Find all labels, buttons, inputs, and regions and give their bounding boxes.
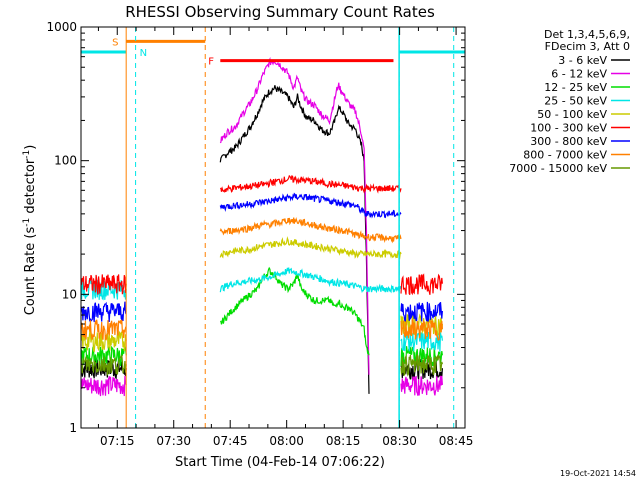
night-label: N xyxy=(140,48,147,59)
series-line-main xyxy=(219,236,402,260)
y-tick-label: 100 xyxy=(54,154,77,168)
x-axis-label: Start Time (04-Feb-14 07:06:22) xyxy=(175,455,385,470)
plot-area xyxy=(81,27,465,428)
legend-label: 7000 - 15000 keV xyxy=(509,162,607,175)
series-line-main xyxy=(219,192,402,219)
y-tick-label: 1000 xyxy=(46,20,77,34)
x-tick-label: 08:00 xyxy=(269,434,304,448)
series-line-main xyxy=(219,85,370,394)
series-line-main xyxy=(219,266,370,356)
series-line-post xyxy=(400,375,443,396)
saa-label: S xyxy=(112,37,118,48)
legend: Det 1,3,4,5,6,9, FDecim 3, Att 0 3 - 6 k… xyxy=(509,28,630,175)
flare-label: F xyxy=(208,57,214,68)
series-line-main xyxy=(219,267,402,294)
series-line-pre xyxy=(81,301,127,323)
legend-header-line-1: Det 1,3,4,5,6,9, xyxy=(544,28,630,41)
series-line-main xyxy=(219,217,402,244)
chart-title: RHESSI Observing Summary Count Rates xyxy=(125,3,435,21)
series-line-pre xyxy=(81,319,127,341)
annotations xyxy=(81,27,465,428)
plot-frame xyxy=(80,26,466,429)
series-line-post xyxy=(400,319,443,341)
legend-header-line-2: FDecim 3, Att 0 xyxy=(545,40,630,53)
series-line-pre xyxy=(81,375,127,397)
legend-label: 300 - 800 keV xyxy=(530,135,607,148)
series-300-800-keV xyxy=(81,192,443,323)
generated-timestamp: 19-Oct-2021 14:54 xyxy=(560,469,636,478)
x-tick-label: 07:15 xyxy=(100,434,135,448)
legend-label: 50 - 100 keV xyxy=(537,108,607,121)
plot-layer: S N F 1 10 100 1000 07:15 07:30 07:45 08:00 08:15 08… xyxy=(46,20,473,448)
legend-label: 100 - 300 keV xyxy=(530,122,607,135)
series-7000-15000-keV xyxy=(81,353,443,377)
series-100-300-keV xyxy=(81,174,443,296)
y-axis-label: Count Rate (s-1 detector-1) xyxy=(22,145,38,316)
legend-label: 6 - 12 keV xyxy=(551,68,607,81)
y-tick-label: 10 xyxy=(62,287,77,301)
x-tick-label: 07:30 xyxy=(156,434,191,448)
series-line-pre xyxy=(81,354,127,376)
series-line-post xyxy=(400,353,443,377)
series-line-pre xyxy=(81,330,127,353)
series-line-pre xyxy=(81,274,127,295)
x-tick-label: 08:45 xyxy=(439,434,474,448)
x-tick-label: 08:15 xyxy=(326,434,361,448)
x-tick-label: 08:30 xyxy=(382,434,417,448)
series-line-post xyxy=(400,273,443,296)
series-800-7000-keV xyxy=(81,217,443,341)
series-6-12-keV xyxy=(81,56,443,397)
series-line-main xyxy=(219,174,402,194)
y-tick-label: 1 xyxy=(69,421,77,435)
legend-label: 12 - 25 keV xyxy=(544,81,607,94)
legend-label: 25 - 50 keV xyxy=(544,95,607,108)
series-line-main xyxy=(219,56,370,375)
series-line-post xyxy=(400,331,443,352)
legend-label: 3 - 6 keV xyxy=(558,54,607,67)
x-tick-label: 07:45 xyxy=(213,434,248,448)
series-line-post xyxy=(400,301,443,323)
legend-label: 800 - 7000 keV xyxy=(523,149,607,162)
